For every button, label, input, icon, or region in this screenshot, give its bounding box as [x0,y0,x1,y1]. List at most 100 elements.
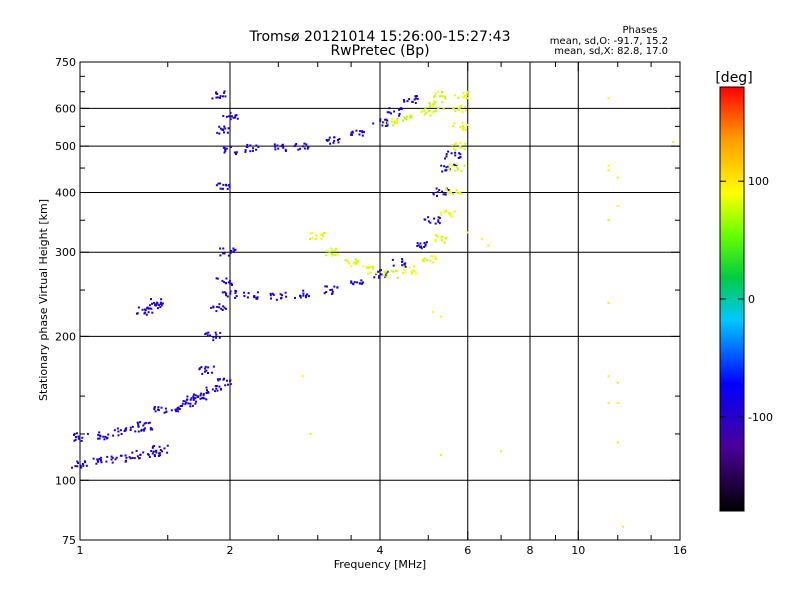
data-point [396,117,399,120]
data-point [326,285,328,288]
data-point [386,273,389,276]
data-point [465,97,468,100]
data-point [224,292,227,295]
data-point [319,234,322,236]
data-point [402,116,405,118]
data-point [334,254,337,256]
x-tick-label: 2 [227,544,234,557]
data-point [396,269,399,272]
data-point [361,134,364,137]
data-point [459,193,462,195]
data-point [145,313,148,316]
data-point [202,392,205,395]
data-point [212,306,215,309]
data-point [217,379,220,382]
data-point [249,144,252,147]
data-point [432,193,435,196]
series-group [71,444,169,469]
data-point [424,107,427,110]
data-point [360,279,363,282]
data-point [305,143,308,146]
data-point [442,193,445,196]
data-point [129,429,132,431]
data-point [433,100,436,103]
data-point [379,120,382,122]
data-point [227,281,230,284]
data-point [223,252,226,255]
data-point [164,407,167,410]
data-point [444,169,447,172]
data-point [222,146,225,149]
data-point [423,218,426,221]
data-point [450,215,453,218]
data-point [212,336,215,339]
data-point [194,397,197,400]
data-point [323,292,326,295]
data-point [447,189,450,191]
data-point [160,304,163,307]
data-point [328,250,331,253]
data-point [309,433,312,435]
data-point [359,282,361,285]
data-point [275,298,278,301]
x-tick-label: 1 [77,544,84,557]
data-point [350,280,353,283]
data-point [174,408,177,411]
data-point [218,306,221,309]
data-point [371,265,374,268]
data-point [307,145,310,148]
data-point [204,333,207,336]
chart-title: Tromsø 20121014 15:26:00-15:27:43 [249,29,511,45]
data-point [306,293,309,296]
data-point [219,331,222,334]
data-point [441,91,444,94]
data-point [394,122,396,125]
data-point [97,437,100,440]
data-point [77,462,79,464]
data-point [207,372,209,374]
series-group [186,247,237,401]
data-point [390,112,392,115]
y-tick-label: 300 [55,246,76,259]
data-point [277,147,280,150]
data-point [85,464,88,467]
data-point [157,409,160,412]
data-point [228,280,231,282]
data-point [201,397,204,399]
data-point [449,189,452,192]
data-point [189,398,192,401]
y-tick-label: 75 [62,534,76,547]
data-point [144,421,147,424]
data-point [451,144,454,147]
data-point [195,400,197,403]
data-point [333,139,336,142]
data-point [218,303,221,306]
data-point [74,436,77,438]
data-point [392,270,394,273]
data-point [124,454,127,457]
data-point [105,437,108,440]
data-point [411,100,414,103]
data-point [228,185,231,188]
data-point [438,95,441,98]
data-point [140,429,143,432]
data-point [198,367,201,370]
data-point [457,157,460,159]
data-point [112,434,115,437]
data-point [459,156,462,159]
data-point [116,427,119,430]
data-point [302,289,305,292]
data-point [284,150,287,152]
data-point [457,107,460,110]
data-point [124,428,127,431]
data-point [434,258,437,260]
data-point [244,150,247,153]
data-point [445,189,448,192]
data-point [221,309,224,311]
data-point [399,107,402,110]
data-point [125,456,128,459]
data-point [120,433,123,435]
colorbar-tick-label: -100 [748,411,773,424]
data-point [401,258,404,260]
